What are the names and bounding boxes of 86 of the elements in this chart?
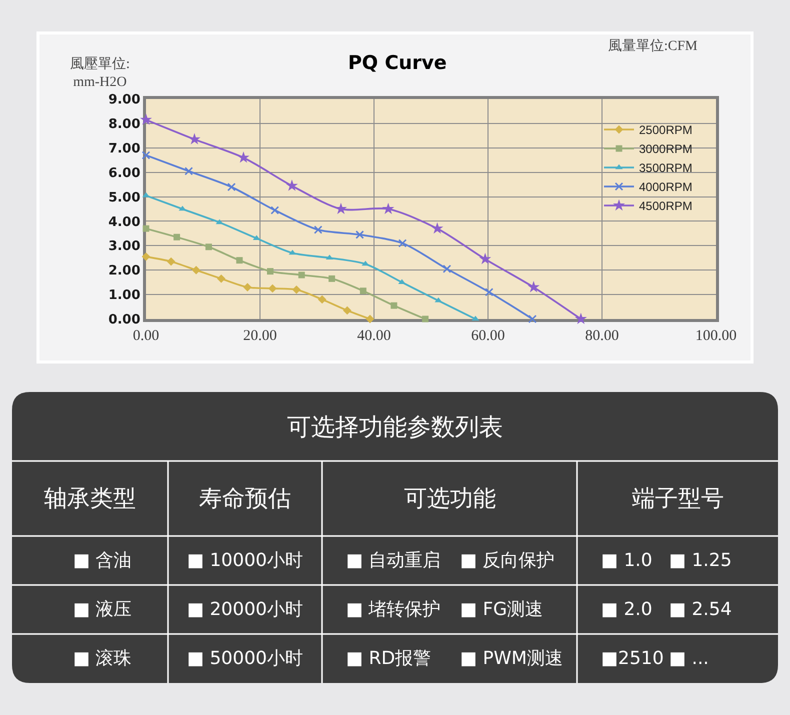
legend-label: 3500RPM <box>639 161 692 176</box>
point <box>268 284 277 293</box>
point <box>243 282 252 292</box>
point <box>298 272 305 278</box>
point <box>390 302 398 309</box>
category-label: 端子型号 <box>632 486 724 512</box>
y-axis-title: 風壓單位: mm-H2O <box>70 56 130 90</box>
point <box>422 316 429 322</box>
text: ■ 液压 <box>73 599 132 620</box>
point <box>270 206 280 214</box>
legend-label: 4500RPM <box>639 199 692 214</box>
text: ■ 20000小时 <box>187 599 303 620</box>
y-tick-label: 3.00 <box>108 239 140 254</box>
text: ■ 含油 <box>73 550 132 571</box>
text: ■ PWM测速 <box>460 648 563 669</box>
x-axis-title: 風量單位:CFM <box>608 38 698 54</box>
text: ■2510 <box>601 648 664 669</box>
y-tick-label: 1.00 <box>108 288 140 304</box>
point <box>188 133 200 144</box>
category-label: 寿命预估 <box>199 486 291 512</box>
text: ■ 10000小时 <box>187 550 303 571</box>
point <box>318 295 326 304</box>
text: ■ 堵转保护 <box>346 599 441 620</box>
point <box>236 257 243 264</box>
chart-title: PQ Curve <box>348 52 447 74</box>
legend-label: 4000RPM <box>639 180 692 194</box>
legend-label: 2500RPM <box>639 123 692 138</box>
point <box>342 306 352 315</box>
point <box>205 244 212 250</box>
point <box>142 150 150 160</box>
point <box>237 151 250 163</box>
point <box>360 288 366 294</box>
point <box>142 225 150 232</box>
point <box>382 202 394 214</box>
point <box>142 252 150 261</box>
y-tick-label: 2.00 <box>108 264 140 279</box>
point <box>356 230 364 239</box>
text: ■ 自动重启 <box>346 550 441 571</box>
x-tick-label: 100.00 <box>695 328 737 344</box>
legend-label: 3000RPM <box>639 142 692 156</box>
text: ■ 2.54 <box>669 599 732 620</box>
y-tick-label: 6.00 <box>108 166 140 181</box>
point <box>484 288 494 296</box>
category-label: 可选功能 <box>404 486 496 512</box>
point <box>227 182 236 192</box>
text: ■ FG测速 <box>460 599 544 620</box>
point <box>366 314 374 324</box>
point <box>184 166 193 176</box>
point <box>140 113 152 125</box>
point <box>314 226 322 234</box>
y-tick-label: 0.00 <box>108 312 140 328</box>
point <box>431 222 444 234</box>
x-tick-label: 40.00 <box>357 328 391 344</box>
text: ■ RD报警 <box>346 648 432 669</box>
category-label: 轴承类型 <box>44 486 136 512</box>
point <box>442 264 452 274</box>
y-tick-label: 4.00 <box>108 214 140 230</box>
y-tick-label: 9.00 <box>108 92 140 108</box>
point <box>574 312 587 324</box>
point <box>328 275 336 282</box>
x-tick-label: 60.00 <box>471 328 505 344</box>
x-tick-label: 80.00 <box>585 328 619 344</box>
text: ■ 滚珠 <box>73 648 132 669</box>
point <box>528 280 540 292</box>
point <box>479 252 492 264</box>
x-tick-label: 0.00 <box>132 328 160 344</box>
text: ■ 2.0 <box>601 599 652 620</box>
point <box>286 179 298 191</box>
point <box>292 285 301 294</box>
y-tick-label: 8.00 <box>108 116 140 132</box>
y-tick-label: 7.00 <box>108 141 140 156</box>
point <box>398 238 407 248</box>
point <box>166 257 176 266</box>
x-tick-label: 20.00 <box>243 328 277 344</box>
point <box>528 314 537 324</box>
text: ■ 50000小时 <box>187 648 303 669</box>
point <box>267 268 274 275</box>
text: ■ 反向保护 <box>460 550 555 571</box>
point <box>217 274 226 283</box>
text: ■ 1.25 <box>669 550 732 571</box>
text: ■ 1.0 <box>601 550 652 571</box>
text: 可选择功能参数列表 <box>287 413 503 441</box>
text: ■ ... <box>669 648 709 669</box>
y-tick-label: 5.00 <box>108 190 140 206</box>
point <box>174 234 180 240</box>
point <box>192 266 200 274</box>
